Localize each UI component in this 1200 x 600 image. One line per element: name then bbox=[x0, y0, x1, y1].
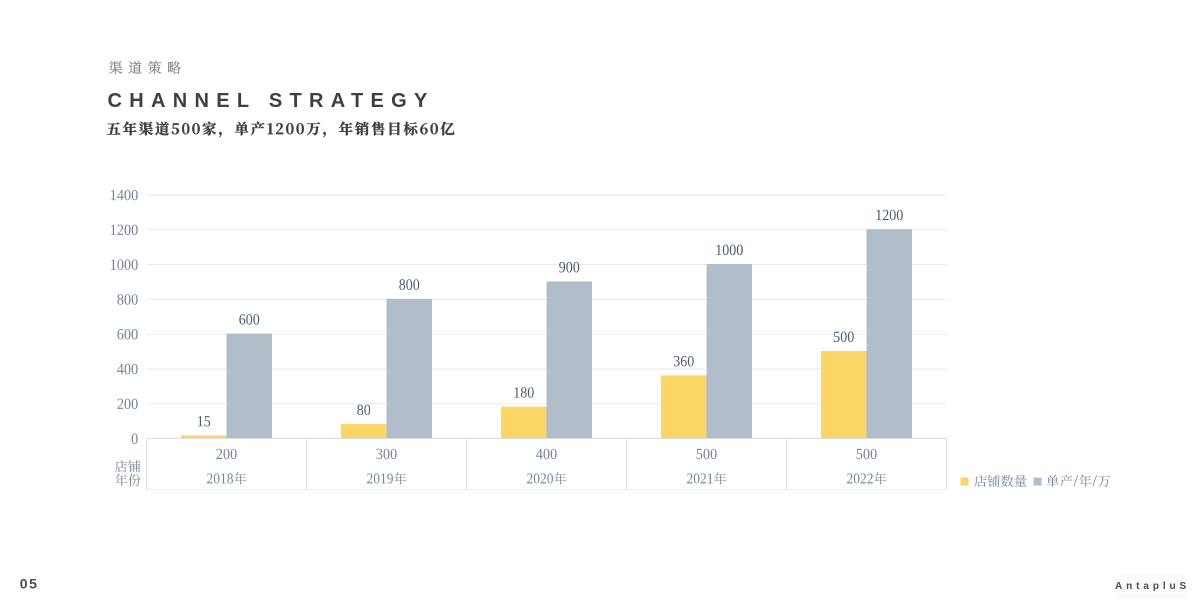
svg-text:CHANNEL STRATEGY: CHANNEL STRATEGY bbox=[108, 90, 435, 112]
svg-text:05: 05 bbox=[20, 575, 39, 591]
svg-text:AntapluS: AntapluS bbox=[1115, 581, 1190, 592]
